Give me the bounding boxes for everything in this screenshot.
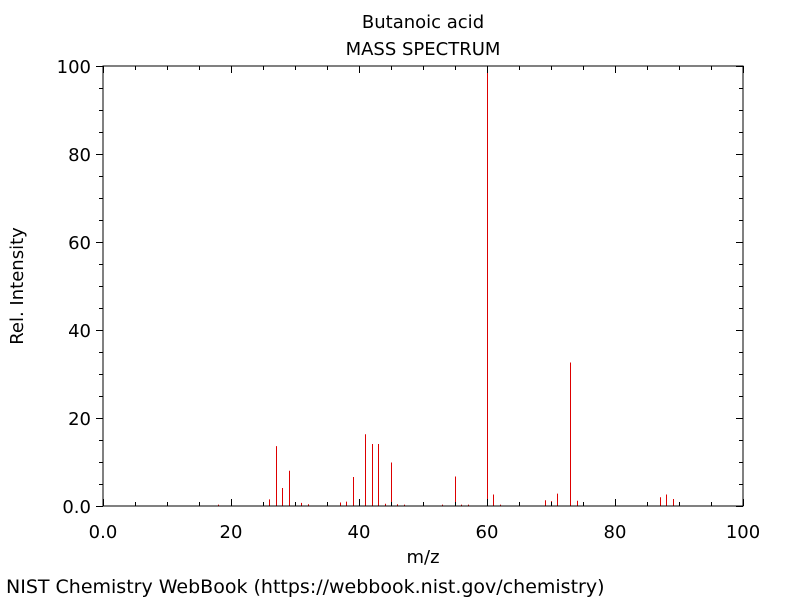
chart-title: Butanoic acid [362,12,484,33]
y-axis-ticks: 0.0 20 40 60 80 100 [57,57,743,518]
chart-subtitle: MASS SPECTRUM [346,39,501,60]
y-tick-label: 20 [68,409,91,430]
y-tick-label: 80 [68,145,91,166]
x-tick-label: 60 [476,522,499,543]
x-axis-label: m/z [406,547,439,568]
y-tick-label: 40 [68,321,91,342]
y-tick-label: 60 [68,233,91,254]
y-tick-label: 100 [57,57,91,78]
x-tick-label: 20 [220,522,243,543]
y-axis-label: Rel. Intensity [7,227,28,345]
x-tick-label: 0.0 [89,522,118,543]
source-credit: NIST Chemistry WebBook (https://webbook.… [6,576,605,598]
spectrum-peaks [199,66,674,506]
y-tick-label: 0.0 [62,497,91,518]
x-tick-label: 80 [604,522,627,543]
x-tick-label: 40 [348,522,371,543]
x-tick-label: 100 [726,522,760,543]
plot-frame [102,65,744,507]
x-axis-ticks: 0.0 20 40 60 80 100 [89,66,760,543]
